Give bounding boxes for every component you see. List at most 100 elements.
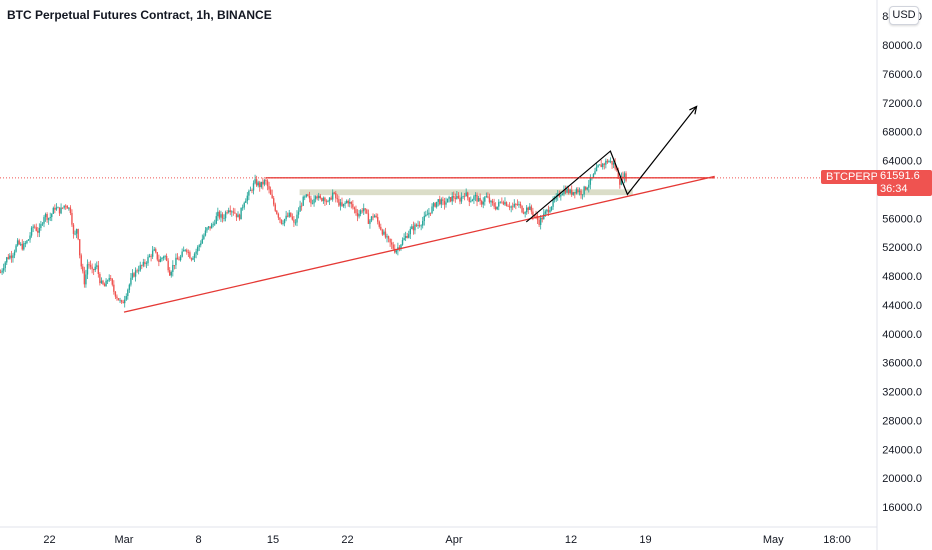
candle-body: [300, 205, 303, 207]
candle-body: [488, 197, 491, 203]
candle-body: [151, 250, 154, 257]
candle-body: [501, 201, 503, 203]
candle-body: [507, 205, 509, 207]
candle-body: [285, 215, 287, 220]
support-trendline[interactable]: [123, 175, 715, 313]
candle-body: [581, 194, 584, 196]
candle-body: [423, 215, 425, 222]
candle-body: [316, 196, 318, 199]
y-tick-label: 24000.0: [882, 444, 922, 456]
candle-body: [117, 298, 120, 301]
candle-body: [533, 215, 536, 217]
candle-body: [598, 164, 601, 166]
candle-body: [434, 203, 436, 207]
candle-body: [235, 213, 238, 218]
y-tick-label: 68000.0: [882, 127, 922, 139]
candle-body: [386, 236, 388, 238]
candle-body: [418, 225, 421, 226]
x-tick-label: 12: [565, 534, 577, 546]
candle-body: [584, 186, 587, 190]
candle-body: [409, 228, 411, 235]
candle-body: [457, 195, 460, 199]
y-tick-label: 76000.0: [882, 69, 922, 81]
candle-body: [190, 258, 193, 260]
candle-body: [373, 215, 376, 218]
currency-button[interactable]: USD: [889, 6, 919, 25]
candle-body: [479, 198, 481, 201]
time-axis[interactable]: 22 Mar 8 15 22 Apr 12 19 May 18:00: [43, 534, 850, 546]
candle-body: [616, 168, 618, 170]
y-tick-label: 52000.0: [882, 242, 922, 254]
candle-body: [406, 236, 408, 238]
candle-body: [400, 244, 402, 249]
candle-body: [484, 197, 486, 202]
candle-body: [448, 197, 450, 199]
candle-body: [271, 194, 273, 199]
candle-body: [282, 223, 284, 225]
candle-body: [122, 301, 124, 304]
candle-body: [108, 278, 110, 281]
candle-body: [196, 247, 199, 252]
candle-body: [476, 194, 478, 202]
candle-body: [310, 198, 312, 204]
candle-body: [40, 224, 42, 228]
x-tick-label: 15: [267, 534, 279, 546]
candle-body: [72, 224, 75, 234]
candle-body: [408, 234, 410, 238]
candle-body: [139, 265, 141, 271]
bar-countdown: 36:34: [880, 183, 908, 195]
candle-body: [456, 195, 458, 200]
candle-body: [169, 270, 171, 276]
candle-body: [198, 245, 200, 248]
candle-body: [130, 277, 132, 285]
candle-body: [110, 278, 112, 279]
candle-body: [54, 207, 56, 210]
candle-body: [85, 274, 87, 285]
candle-body: [498, 202, 500, 207]
candle-body: [339, 202, 342, 206]
candle-body: [63, 205, 65, 208]
y-tick-label: 40000.0: [882, 329, 922, 341]
candle-body: [88, 264, 90, 266]
candle-body: [170, 271, 172, 276]
drawing-layer-front[interactable]: [123, 105, 715, 313]
candle-body: [572, 192, 574, 195]
candle-body: [260, 181, 262, 188]
candle-body: [490, 200, 492, 203]
candle-body: [61, 207, 64, 209]
candle-body: [482, 201, 484, 205]
candle-body: [564, 189, 567, 193]
candle-body: [324, 197, 326, 202]
candle-body: [274, 204, 276, 211]
candle-body: [546, 209, 548, 212]
candle-body: [181, 251, 183, 257]
candle-body: [294, 222, 297, 224]
candle-body: [592, 174, 595, 178]
candle-body: [375, 215, 377, 218]
candle-body: [280, 219, 283, 224]
candle-body: [153, 249, 155, 251]
candle-body: [387, 236, 390, 239]
candle-body: [124, 299, 126, 304]
candle-body: [7, 257, 10, 259]
candle-body: [480, 200, 483, 205]
candle-body: [575, 189, 578, 194]
symbol-price-tag: BTCPERP: [821, 170, 883, 184]
candle-body: [155, 249, 157, 253]
candle-body: [612, 162, 615, 165]
candle-body: [566, 188, 568, 193]
candle-body: [229, 210, 231, 212]
candle-body: [355, 209, 357, 214]
y-tick-label: 48000.0: [882, 271, 922, 283]
candle-body: [15, 245, 17, 252]
candle-body: [342, 203, 345, 207]
candle-body: [358, 214, 360, 217]
candle-body: [262, 181, 264, 185]
arrow-head: [689, 105, 698, 115]
projection-path[interactable]: [525, 106, 698, 223]
candle-body: [574, 192, 576, 194]
candle-body: [178, 259, 180, 261]
price-axis[interactable]: 16000.0 20000.0 24000.0 28000.0 32000.0 36000…: [882, 11, 922, 514]
x-tick-label: 18:00: [823, 534, 851, 546]
